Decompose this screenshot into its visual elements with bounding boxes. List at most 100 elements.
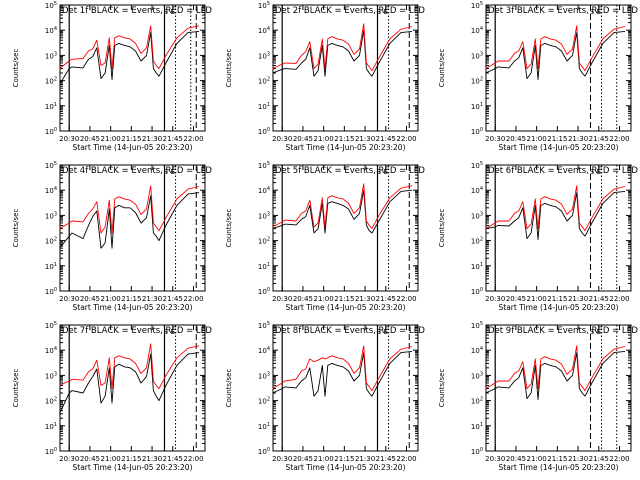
y-tick-label: 100 xyxy=(45,447,57,456)
panel-title: Det 7f BLACK = Events, RED = LLD xyxy=(62,326,212,336)
y-tick-exponent: 2 xyxy=(267,397,270,403)
panel-title: Det 3f BLACK = Events, RED = LLD xyxy=(488,6,638,16)
x-axis: 20:30 20:45 21:00 21:15 21:30 21:45 22:00 xyxy=(59,165,204,303)
x-tick-label: 22:00 xyxy=(396,455,416,463)
x-tick-label: 21:00 xyxy=(314,135,334,143)
y-axis-label: Counts/sec xyxy=(225,369,233,408)
x-tick-label: 21:30 xyxy=(142,295,162,303)
end-marker-label: E xyxy=(597,328,601,336)
y-tick-label: 104 xyxy=(471,186,483,195)
x-tick-label: 20:30 xyxy=(272,455,292,463)
y-tick-exponent: 1 xyxy=(267,102,270,108)
x-tick-label: 21:00 xyxy=(101,135,121,143)
x-tick-label: 22:00 xyxy=(396,135,416,143)
lld-series-line xyxy=(59,343,200,390)
y-tick-exponent: 1 xyxy=(480,262,483,268)
events-series-line xyxy=(485,190,626,241)
plot-frame xyxy=(272,4,419,132)
lld-series-line xyxy=(272,183,413,230)
y-tick-exponent: 1 xyxy=(267,262,270,268)
y-tick-label: 100 xyxy=(258,287,270,296)
vertical-markers xyxy=(494,165,618,291)
y-tick-label: 104 xyxy=(258,186,270,195)
y-tick-label: 103 xyxy=(258,211,270,220)
vertical-markers xyxy=(494,325,618,451)
x-axis-label: Start Time (14-Jun-05 20:23:20) xyxy=(73,143,193,152)
x-tick-label: 21:30 xyxy=(142,455,162,463)
y-tick-label: 103 xyxy=(471,211,483,220)
plot-frame xyxy=(485,164,632,292)
start-marker-label: S xyxy=(164,8,169,16)
y-tick-label: 100 xyxy=(45,127,57,136)
x-axis: 20:30 20:45 21:00 21:15 21:30 21:45 22:00 xyxy=(485,165,630,303)
x-tick-label: 21:15 xyxy=(121,455,141,463)
y-tick-label: 102 xyxy=(258,397,270,406)
y-tick-exponent: 0 xyxy=(54,287,57,293)
x-tick-label: 21:45 xyxy=(376,135,396,143)
y-tick-label: 100 xyxy=(471,127,483,136)
events-series-line xyxy=(272,189,413,234)
panel-title: Det 6f BLACK = Events, RED = LLD xyxy=(488,166,638,176)
x-tick-label: 20:30 xyxy=(272,135,292,143)
x-axis: 20:30 20:45 21:00 21:15 21:30 21:45 22:00 xyxy=(485,5,630,143)
vertical-markers xyxy=(68,325,197,451)
y-tick-label: 105 xyxy=(45,321,57,330)
y-tick-label: 101 xyxy=(258,102,270,111)
start-marker-label: S xyxy=(164,168,169,176)
x-axis: 20:30 20:45 21:00 21:15 21:30 21:45 22:00 xyxy=(272,165,417,303)
y-tick-label: 100 xyxy=(471,447,483,456)
y-tick-exponent: 5 xyxy=(54,161,57,167)
y-tick-exponent: 5 xyxy=(54,321,57,327)
y-tick-label: 103 xyxy=(45,211,57,220)
x-axis: 20:30 20:45 21:00 21:15 21:30 21:45 22:00 xyxy=(59,5,204,143)
vertical-markers xyxy=(281,165,410,291)
y-axis-label: Counts/sec xyxy=(12,369,20,408)
events-series-line xyxy=(272,29,413,77)
y-tick-exponent: 2 xyxy=(480,237,483,243)
x-tick-label: 21:30 xyxy=(355,455,375,463)
y-tick-exponent: 2 xyxy=(480,77,483,83)
x-tick-label: 21:45 xyxy=(163,135,183,143)
y-axis-label: Counts/sec xyxy=(225,49,233,88)
x-tick-label: 20:30 xyxy=(59,455,79,463)
y-tick-label: 102 xyxy=(45,397,57,406)
x-axis-label: Start Time (14-Jun-05 20:23:20) xyxy=(73,303,193,312)
detector-panel-2: Det 2f BLACK = Events, RED = LLD10010110… xyxy=(225,1,425,152)
y-tick-label: 102 xyxy=(258,237,270,246)
y-tick-exponent: 0 xyxy=(480,447,483,453)
x-tick-label: 22:00 xyxy=(183,295,203,303)
y-tick-label: 100 xyxy=(258,447,270,456)
events-series-line xyxy=(59,192,200,249)
start-marker-label: S xyxy=(377,8,382,16)
events-series-line xyxy=(485,350,626,401)
y-axis-label: Counts/sec xyxy=(12,49,20,88)
y-tick-exponent: 4 xyxy=(480,346,483,352)
lld-series-line xyxy=(59,185,200,234)
y-tick-exponent: 0 xyxy=(267,127,270,133)
lld-series-line xyxy=(59,25,200,70)
y-tick-exponent: 1 xyxy=(54,262,57,268)
x-tick-label: 21:30 xyxy=(355,135,375,143)
x-tick-label: 21:00 xyxy=(101,455,121,463)
x-tick-label: 20:30 xyxy=(59,135,79,143)
x-tick-label: 21:30 xyxy=(568,135,588,143)
events-series-line xyxy=(272,350,413,397)
y-tick-exponent: 5 xyxy=(54,1,57,7)
events-series-line xyxy=(59,352,200,414)
y-tick-exponent: 0 xyxy=(480,287,483,293)
y-tick-label: 101 xyxy=(258,262,270,271)
x-tick-label: 20:45 xyxy=(293,135,313,143)
x-tick-label: 20:30 xyxy=(485,455,505,463)
end-marker-label: E xyxy=(384,328,388,336)
start-marker-label: S xyxy=(590,328,595,336)
y-tick-exponent: 2 xyxy=(267,237,270,243)
x-tick-label: 20:45 xyxy=(293,295,313,303)
y-tick-label: 101 xyxy=(471,262,483,271)
x-tick-label: 20:30 xyxy=(485,295,505,303)
x-tick-label: 20:45 xyxy=(293,455,313,463)
y-tick-label: 101 xyxy=(45,102,57,111)
y-axis-label: Counts/sec xyxy=(225,209,233,248)
